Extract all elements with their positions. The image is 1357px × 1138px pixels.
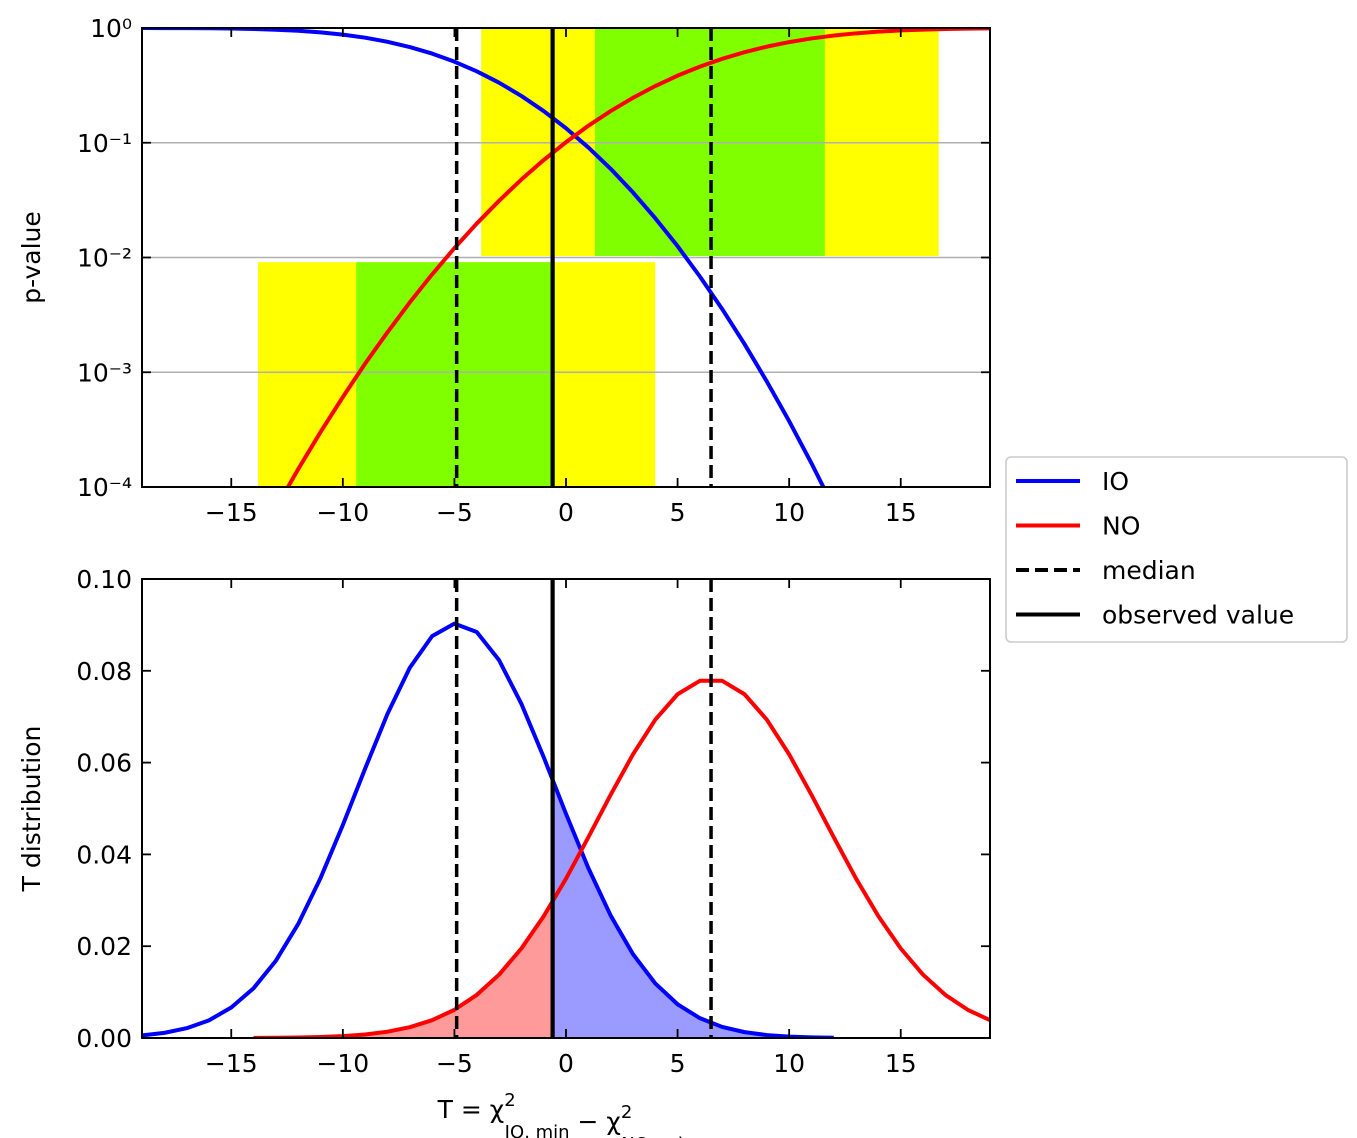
y-tick-label: 0.02 bbox=[76, 932, 132, 961]
x-tick-label: 0 bbox=[558, 1049, 574, 1078]
x-tick-label: −15 bbox=[205, 1049, 258, 1078]
tail-area bbox=[253, 901, 553, 1038]
curve bbox=[142, 28, 826, 487]
x-tick-label: −5 bbox=[436, 498, 473, 527]
x-tick-label: 10 bbox=[773, 1049, 805, 1078]
y-tick-label: 0.08 bbox=[76, 657, 132, 686]
y-tick-label: 10⁻³ bbox=[77, 358, 132, 387]
plot-area bbox=[142, 28, 990, 487]
x-tick-label: 5 bbox=[670, 1049, 686, 1078]
x-tick-label: 10 bbox=[773, 498, 805, 527]
x-tick-label: −15 bbox=[205, 498, 258, 527]
x-axis-label-part: T = χ bbox=[437, 1095, 505, 1124]
y-axis-label: T distribution bbox=[17, 726, 46, 893]
tail-area bbox=[552, 779, 834, 1038]
curve bbox=[253, 678, 990, 1038]
x-tick-label: 0 bbox=[558, 498, 574, 527]
x-axis-label-part: − χ bbox=[570, 1107, 621, 1136]
legend-label: IO bbox=[1102, 467, 1129, 496]
x-tick-label: 15 bbox=[885, 498, 917, 527]
y-axis-label: p-value bbox=[17, 211, 46, 304]
x-axis-label-part: 2 bbox=[504, 1090, 515, 1111]
legend-box bbox=[1005, 456, 1348, 643]
y-tick-label: 10⁻⁴ bbox=[77, 473, 132, 502]
curve bbox=[285, 28, 990, 487]
y-tick-label: 0.00 bbox=[76, 1024, 132, 1053]
x-tick-label: −10 bbox=[316, 498, 369, 527]
y-tick-label: 0.06 bbox=[76, 749, 132, 778]
y-tick-label: 0.04 bbox=[76, 840, 132, 869]
plot-area bbox=[142, 579, 990, 1038]
x-axis-label-part: 2 bbox=[621, 1102, 632, 1123]
x-axis-label-part: NO, min bbox=[621, 1134, 694, 1138]
legend-label: median bbox=[1102, 556, 1196, 585]
x-tick-label: −10 bbox=[316, 1049, 369, 1078]
x-tick-label: −5 bbox=[436, 1049, 473, 1078]
curve bbox=[142, 621, 834, 1038]
y-tick-label: 10⁻² bbox=[77, 244, 132, 273]
y-tick-label: 0.10 bbox=[76, 565, 132, 594]
legend-label: NO bbox=[1102, 512, 1140, 541]
x-tick-label: 15 bbox=[885, 1049, 917, 1078]
x-axis-label-part: IO, min bbox=[505, 1122, 570, 1138]
legend-label: observed value bbox=[1102, 601, 1294, 630]
y-tick-label: 10⁰ bbox=[90, 14, 132, 43]
y-tick-label: 10⁻¹ bbox=[77, 129, 132, 158]
x-tick-label: 5 bbox=[670, 498, 686, 527]
